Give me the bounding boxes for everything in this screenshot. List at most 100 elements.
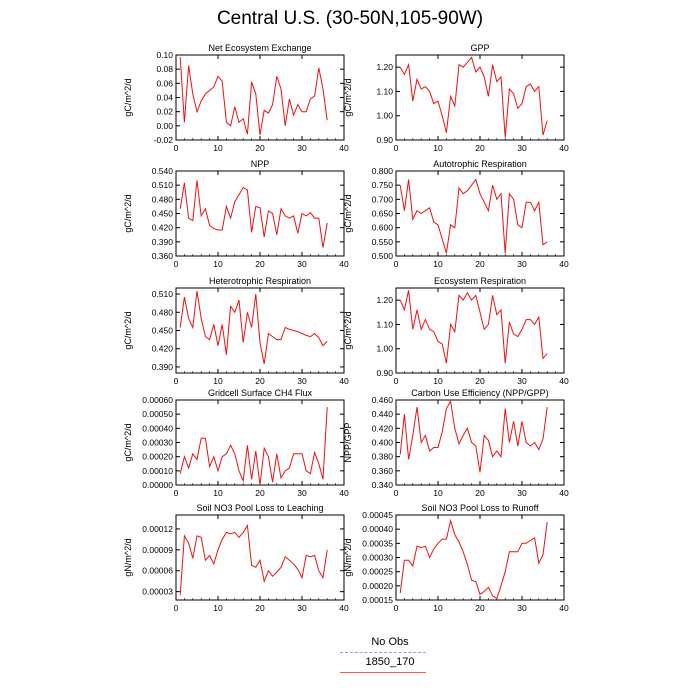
x-tick-label: 30 — [517, 488, 527, 498]
legend-line-no-obs — [340, 652, 426, 653]
y-tick-label: 0.510 — [152, 289, 174, 299]
x-tick-label: 0 — [174, 259, 179, 269]
x-tick-label: 0 — [394, 488, 399, 498]
legend-line-1850-170 — [340, 672, 426, 673]
y-tick-label: 0.02 — [156, 107, 173, 117]
x-tick-label: 30 — [297, 488, 307, 498]
plot-frame — [175, 287, 345, 374]
series-line — [179, 523, 328, 596]
x-tick-label: 10 — [433, 488, 443, 498]
x-tick-label: 0 — [394, 143, 399, 153]
x-tick-label: 30 — [517, 259, 527, 269]
plot-frame — [175, 399, 345, 486]
y-tick-label: 0.340 — [372, 480, 394, 490]
y-tick-label: 0.00 — [156, 121, 173, 131]
page-title: Central U.S. (30-50N,105-90W) — [216, 8, 484, 29]
y-tick-label: 0.440 — [372, 409, 394, 419]
y-tick-label: 0.00040 — [362, 524, 393, 534]
x-tick-label: 20 — [255, 603, 265, 613]
series-line — [399, 290, 548, 364]
y-tick-label: 0.04 — [156, 93, 173, 103]
x-tick-label: 30 — [297, 376, 307, 386]
y-tick-label: 0.00020 — [142, 452, 173, 462]
x-tick-label: 20 — [475, 143, 485, 153]
series-line — [399, 56, 548, 138]
y-axis-label: gC/m^2/d — [343, 194, 353, 232]
y-axis-label: gN/m^2/d — [343, 538, 353, 576]
x-tick-label: 40 — [559, 143, 569, 153]
y-tick-label: 0.450 — [152, 209, 174, 219]
legend-label-1850-170: 1850_170 — [365, 656, 415, 668]
series-line — [179, 57, 328, 136]
chart-title: Soil NO3 Pool Loss to Leaching — [196, 503, 323, 513]
y-axis-label: gC/m^2/d — [123, 311, 133, 349]
x-tick-label: 20 — [255, 488, 265, 498]
plot-frame — [175, 514, 345, 601]
series-line — [399, 399, 548, 473]
series-line — [179, 180, 328, 248]
x-tick-label: 20 — [255, 376, 265, 386]
chart-title: Gridcell Surface CH4 Flux — [208, 388, 313, 398]
x-tick-label: 20 — [255, 259, 265, 269]
x-tick-label: 40 — [339, 488, 349, 498]
chart-soil-no3-pool-loss-to-runoff: Soil NO3 Pool Loss to Runoff gN/m^2/d 0 10 2… — [343, 503, 569, 613]
series-line — [399, 518, 548, 600]
y-tick-label: 1.10 — [376, 86, 393, 96]
x-tick-label: 30 — [517, 376, 527, 386]
series-line — [179, 290, 328, 364]
x-tick-label: 40 — [339, 259, 349, 269]
y-axis-label: gC/m^2/d — [123, 423, 133, 461]
chart-heterotrophic-respiration: Heterotrophic Respiration gC/m^2/d 0 10 20 30… — [123, 276, 349, 386]
x-tick-label: 0 — [394, 603, 399, 613]
x-tick-label: 10 — [433, 143, 443, 153]
y-tick-label: 0.00015 — [362, 595, 393, 605]
x-tick-label: 0 — [174, 376, 179, 386]
x-tick-label: 20 — [475, 488, 485, 498]
y-tick-label: 0.90 — [376, 368, 393, 378]
y-tick-label: 0.480 — [152, 194, 174, 204]
y-tick-label: 0.00030 — [142, 438, 173, 448]
x-tick-label: 10 — [213, 143, 223, 153]
x-tick-label: 20 — [475, 603, 485, 613]
y-tick-label: 0.390 — [152, 237, 174, 247]
x-tick-label: 40 — [339, 603, 349, 613]
y-tick-label: 0.00045 — [362, 510, 393, 520]
x-tick-label: 20 — [475, 259, 485, 269]
x-tick-label: 10 — [213, 488, 223, 498]
chart-title: Autotrophic Respiration — [433, 159, 527, 169]
x-tick-label: 40 — [559, 259, 569, 269]
chart-carbon-use-efficiency-npp-gpp: Carbon Use Efficiency (NPP/GPP) NPP/GPP 0 1… — [343, 388, 569, 498]
y-tick-label: 0.360 — [152, 251, 174, 261]
chart-title: NPP — [251, 159, 270, 169]
plot-frame — [395, 514, 565, 601]
y-tick-label: 0.00050 — [142, 409, 173, 419]
y-tick-label: 0.00003 — [142, 587, 173, 597]
y-tick-label: 0.00009 — [142, 545, 173, 555]
x-tick-label: 10 — [433, 376, 443, 386]
x-tick-label: 0 — [174, 143, 179, 153]
x-tick-label: 30 — [297, 259, 307, 269]
chart-title: Carbon Use Efficiency (NPP/GPP) — [411, 388, 548, 398]
chart-gpp: GPP gC/m^2/d 0 10 20 30 40 0.90 1.00 1.10 1.20 — [343, 43, 569, 153]
y-axis-label: gC/m^2/d — [343, 311, 353, 349]
chart-autotrophic-respiration: Autotrophic Respiration gC/m^2/d 0 10 20 30 40… — [343, 159, 569, 269]
y-tick-label: 0.00025 — [362, 567, 393, 577]
y-tick-label: 1.20 — [376, 62, 393, 72]
y-tick-label: 0.750 — [372, 180, 394, 190]
x-tick-label: 0 — [394, 259, 399, 269]
x-tick-label: 10 — [433, 259, 443, 269]
x-tick-label: 10 — [213, 603, 223, 613]
x-tick-label: 10 — [433, 603, 443, 613]
y-tick-label: 0.00040 — [142, 423, 173, 433]
y-tick-label: 0.08 — [156, 64, 173, 74]
chart-title: Soil NO3 Pool Loss to Runoff — [422, 503, 539, 513]
y-tick-label: 0.400 — [372, 438, 394, 448]
y-tick-label: 0.800 — [372, 166, 394, 176]
x-tick-label: 20 — [475, 376, 485, 386]
chart-title: Ecosystem Respiration — [434, 276, 526, 286]
y-tick-label: 0.480 — [152, 307, 174, 317]
y-tick-label: 0.390 — [152, 362, 174, 372]
chart-soil-no3-pool-loss-to-leaching: Soil NO3 Pool Loss to Leaching gN/m^2/d 0 1… — [123, 503, 349, 613]
x-tick-label: 40 — [559, 376, 569, 386]
